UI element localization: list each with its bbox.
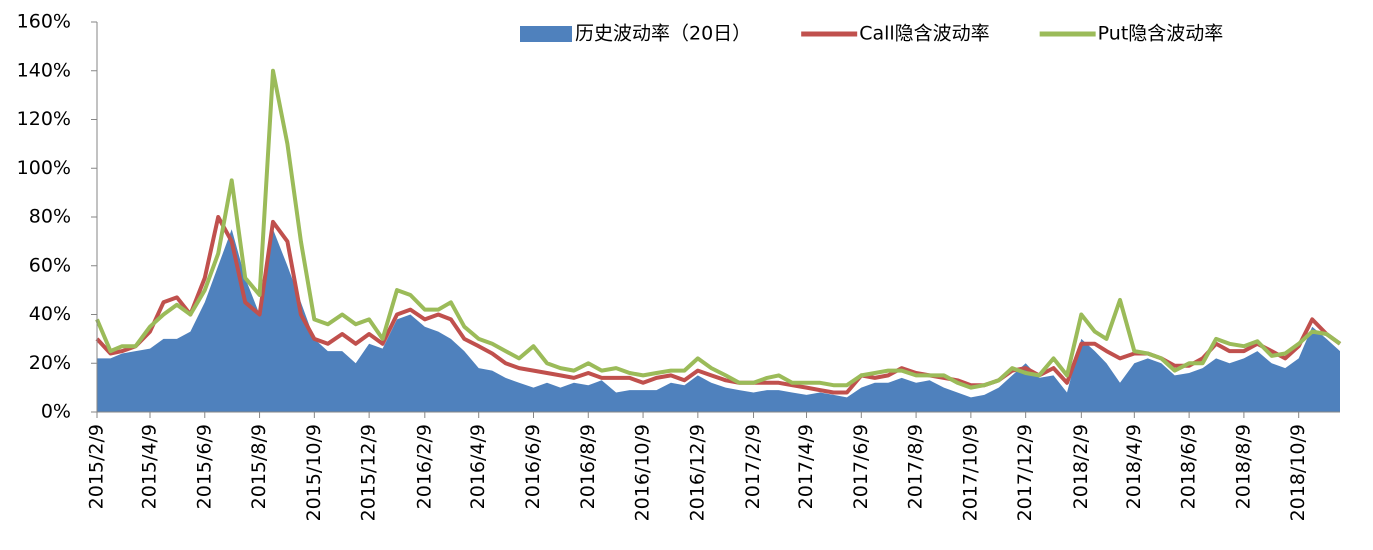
area — [97, 229, 1340, 412]
x-tick-label: 2018/8/9 — [1232, 424, 1254, 509]
x-tick-label: 2018/6/9 — [1178, 424, 1200, 509]
x-tick-label: 2016/2/9 — [413, 424, 435, 509]
legend: 历史波动率（20日） Call隐含波动率 Put隐含波动率 — [520, 23, 1223, 45]
x-tick-label: 2015/12/9 — [358, 424, 380, 521]
x-tick-label: 2015/2/9 — [86, 424, 108, 509]
legend-label: Put隐含波动率 — [1098, 23, 1224, 45]
x-tick-label: 2015/8/9 — [248, 424, 270, 509]
y-tick-label: 100% — [17, 157, 71, 179]
legend-swatch — [520, 26, 572, 42]
y-tick-label: 140% — [17, 59, 71, 81]
y-tick-label: 80% — [29, 206, 71, 228]
y-tick-label: 120% — [17, 108, 71, 130]
x-tick-label: 2016/6/9 — [522, 424, 544, 509]
x-tick-label: 2015/6/9 — [193, 424, 215, 509]
x-tick-label: 2015/10/9 — [303, 424, 325, 521]
y-tick-label: 0% — [41, 401, 71, 423]
legend-label: Call隐含波动率 — [859, 23, 989, 45]
y-tick-label: 40% — [29, 303, 71, 325]
y-tick-label: 160% — [17, 11, 71, 33]
x-tick-label: 2017/8/9 — [905, 424, 927, 509]
x-tick-label: 2017/4/9 — [795, 424, 817, 509]
x-tick-label: 2016/12/9 — [686, 424, 708, 521]
x-tick-label: 2017/6/9 — [850, 424, 872, 509]
x-tick-label: 2017/2/9 — [742, 424, 764, 509]
x-tick-label: 2018/4/9 — [1123, 424, 1145, 509]
x-tick-label: 2017/10/9 — [959, 424, 981, 521]
x-tick-label: 2016/10/9 — [632, 424, 654, 521]
x-tick-label: 2016/4/9 — [467, 424, 489, 509]
line — [95, 68, 1342, 390]
x-tick-label: 2017/12/9 — [1014, 424, 1036, 521]
x-tick-label: 2016/8/9 — [577, 424, 599, 509]
x-tick-label: 2018/10/9 — [1287, 424, 1309, 521]
x-tick-label: 2015/4/9 — [138, 424, 160, 509]
line — [95, 215, 1342, 395]
x-tick-label: 2018/2/9 — [1070, 424, 1092, 509]
y-tick-label: 20% — [29, 352, 71, 374]
y-tick-label: 60% — [29, 254, 71, 276]
legend-label: 历史波动率（20日） — [575, 23, 751, 45]
